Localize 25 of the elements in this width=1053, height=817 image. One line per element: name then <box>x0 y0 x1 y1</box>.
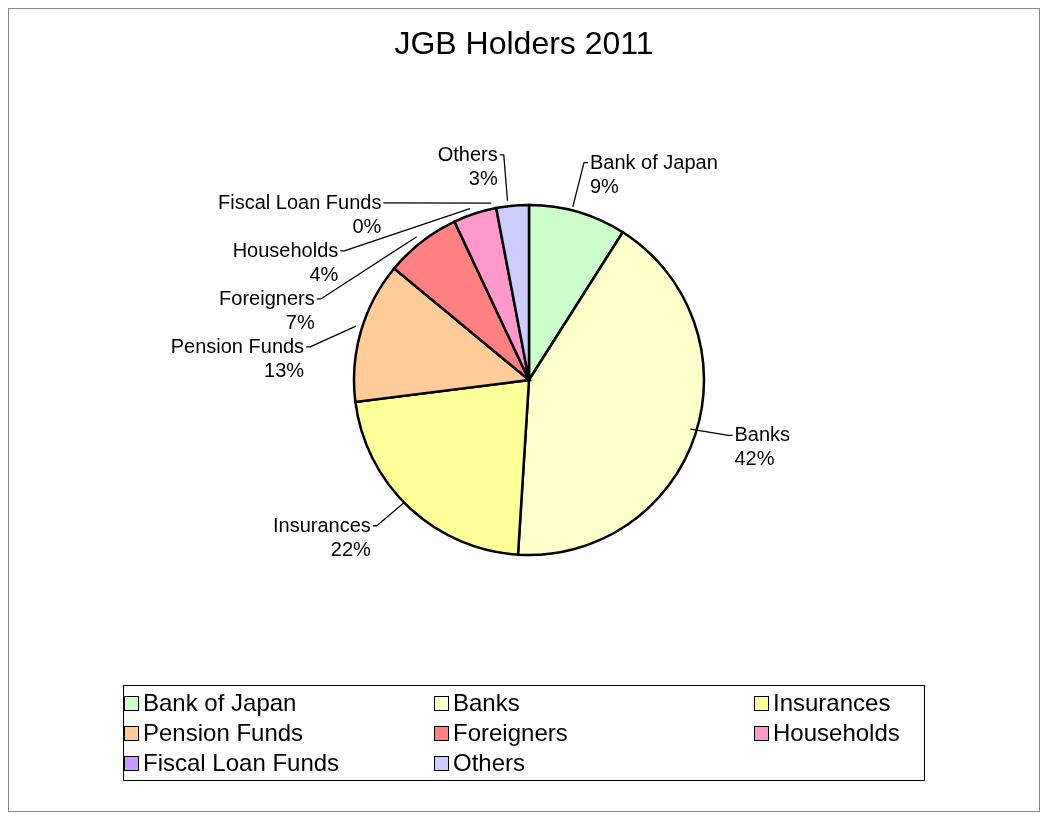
slice-label: Banks <box>734 423 791 446</box>
slice-label: Households <box>232 238 339 261</box>
legend-label: Foreigners <box>453 718 568 748</box>
text: 0% <box>352 214 382 237</box>
data-label: 13% <box>264 358 305 381</box>
slice-label: Foreigners <box>219 286 315 309</box>
slice-label: Insurances <box>272 513 371 536</box>
data-label: 3% <box>468 166 498 189</box>
slice-label: Bank of Japan <box>589 150 718 173</box>
data-label: 42% <box>734 447 775 470</box>
legend-label: Households <box>773 718 900 748</box>
legend-label: Pension Funds <box>143 718 304 748</box>
data-label: 7% <box>285 310 315 333</box>
category-label: Fiscal Loan Funds <box>218 190 382 213</box>
data-label: 22% <box>330 537 372 560</box>
slice-label: Others <box>437 142 498 165</box>
legend-label: Others <box>453 748 526 778</box>
legend-label: Fiscal Loan Funds <box>143 748 340 778</box>
legend-label: Banks <box>453 688 520 718</box>
chart-title: JGB Holders 2011 <box>393 24 655 63</box>
data-label: 9% <box>589 174 620 197</box>
slice-label: Pension Funds <box>170 334 305 357</box>
legend-label: Insurances <box>773 688 891 718</box>
data-label: 4% <box>309 262 339 285</box>
legend-label: Bank of Japan <box>143 688 297 718</box>
